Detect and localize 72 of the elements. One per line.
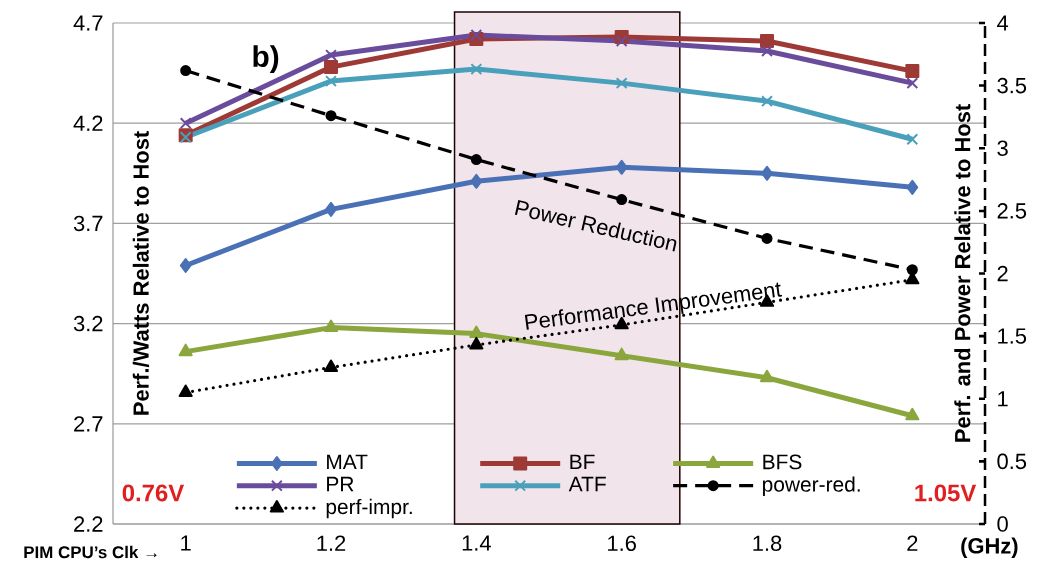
y-tick-label: 2.7 [74, 416, 103, 432]
text: PIM CPU’s Clk → [24, 545, 157, 559]
legend-label: BF [570, 454, 595, 470]
x-tick-label: 1.2 [317, 535, 346, 551]
point [325, 75, 337, 88]
point [469, 336, 484, 350]
y-axis-title: Perf./Watts Relative to Host [132, 131, 150, 415]
legend-label: PR [327, 476, 354, 492]
point [615, 77, 628, 90]
x-tick-label: 1.8 [753, 535, 782, 552]
point [325, 49, 337, 62]
point [761, 165, 773, 181]
point [323, 319, 339, 333]
point [179, 117, 192, 130]
point [323, 359, 339, 372]
x-tick-label: 1.6 [608, 535, 636, 552]
point [761, 95, 773, 108]
point [470, 173, 483, 189]
y2-tick-label: 4 [997, 15, 1009, 31]
x-tick-label: 1.4 [462, 535, 491, 551]
point [905, 64, 920, 79]
point [615, 35, 628, 47]
point [906, 133, 919, 146]
y2-tick-label: 2.5 [997, 203, 1027, 219]
point [325, 201, 337, 217]
x-tick-label: 2 [907, 535, 918, 551]
annotation: 0.76V [122, 484, 185, 502]
legend-label: power-red. [762, 476, 860, 496]
point [905, 407, 920, 421]
y2-tick-label: 1.5 [998, 328, 1027, 344]
legend-label: MAT [327, 454, 368, 470]
y-tick-label: 3.2 [73, 315, 103, 332]
y2-tick-label: 3 [997, 140, 1008, 157]
y2-tick-label: 2 [997, 265, 1008, 282]
point [616, 194, 628, 206]
y2-tick-label: 1 [998, 391, 1008, 407]
point [178, 384, 193, 397]
y2-tick-label: 0 [997, 516, 1008, 532]
point [324, 60, 338, 75]
point [761, 45, 773, 57]
point [906, 264, 918, 276]
y2-tick-label: 3.5 [997, 77, 1027, 94]
point [180, 65, 192, 77]
annotation: Power Reduction [514, 199, 677, 252]
point [615, 159, 628, 175]
point [325, 110, 337, 122]
annotation: 1.05V [915, 484, 977, 502]
point [906, 77, 919, 90]
y-tick-label: 3.7 [73, 215, 103, 232]
legend-label: ATF [568, 476, 606, 492]
x-tick-label: 1 [181, 535, 191, 551]
point [761, 232, 773, 244]
x-axis-title: (GHz) [961, 537, 1018, 558]
point [179, 257, 192, 273]
point [469, 325, 484, 339]
point [470, 29, 483, 41]
point [470, 154, 482, 166]
annotation: Performance Improvement [524, 282, 783, 330]
point [760, 34, 775, 49]
y-tick-label: 4.7 [73, 15, 103, 31]
point [470, 63, 483, 76]
y-tick-label: 2.2 [74, 516, 103, 532]
point [759, 369, 775, 383]
y2-axis-title: Perf. and Power Relative to Host [954, 104, 971, 442]
annotation: b) [253, 45, 279, 73]
legend-label: BFS [763, 454, 802, 470]
legend-label: perf-impr. [326, 498, 412, 519]
y-tick-label: 4.2 [73, 115, 103, 131]
point [906, 179, 919, 195]
point [178, 343, 193, 357]
y2-tick-label: 0.5 [997, 453, 1027, 470]
point [614, 347, 629, 361]
